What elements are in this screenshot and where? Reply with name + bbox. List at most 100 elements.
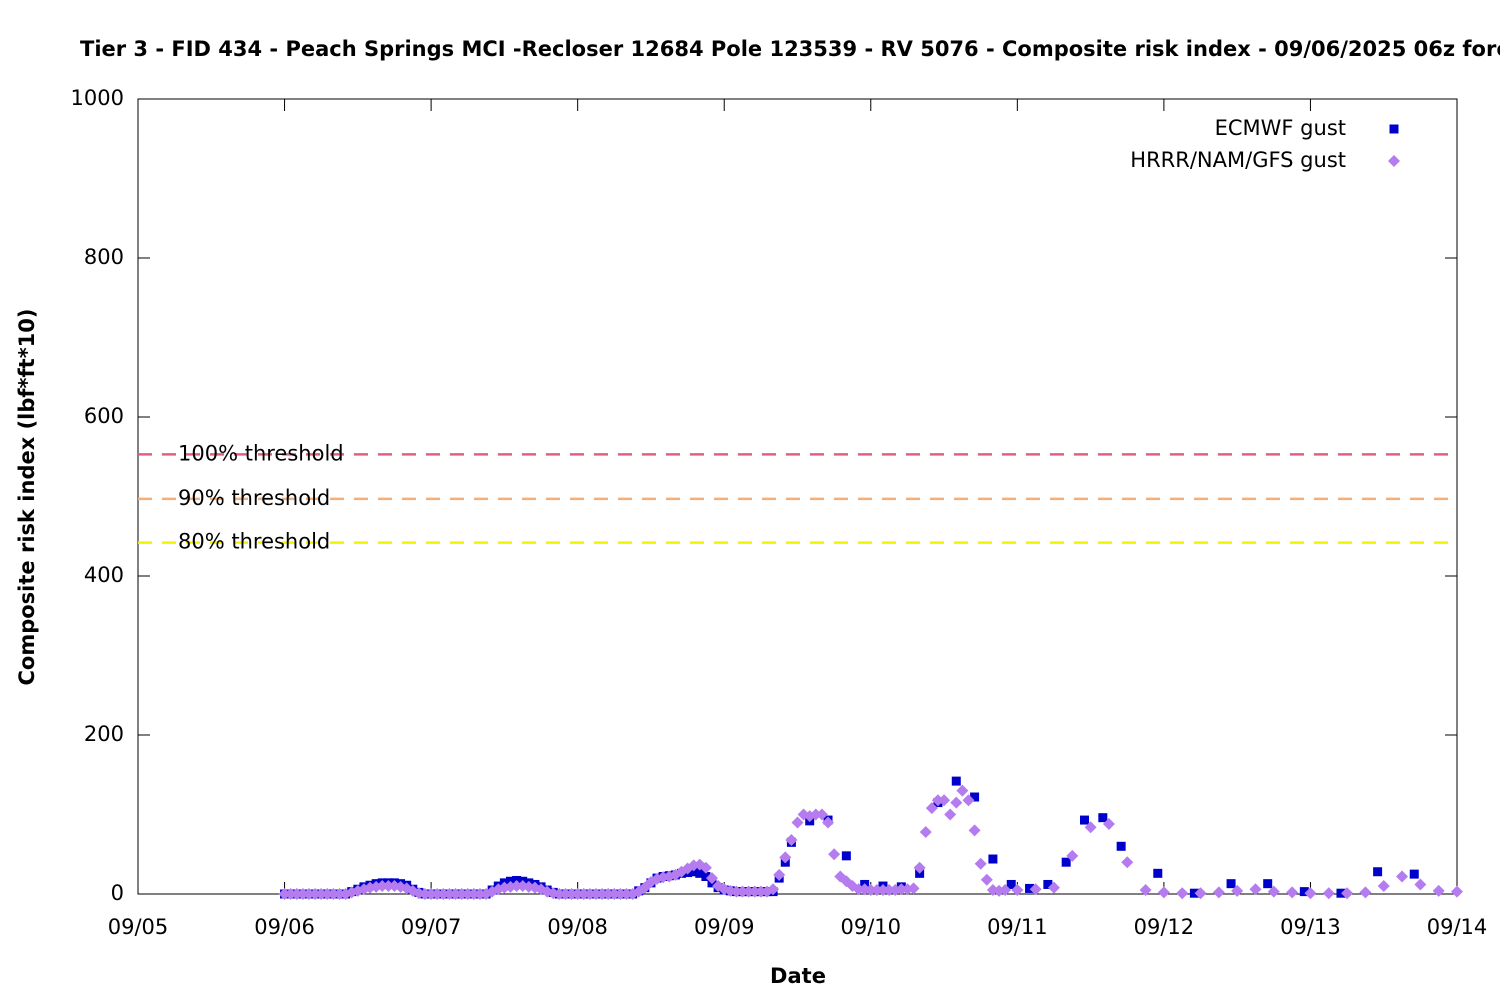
- point: [779, 851, 792, 864]
- point: [841, 851, 851, 861]
- y-tick-label: 400: [84, 563, 124, 587]
- point: [1286, 886, 1299, 899]
- x-tick-label: 09/14: [1427, 915, 1488, 939]
- point: [1098, 813, 1108, 823]
- point: [689, 867, 699, 877]
- point: [302, 888, 315, 900]
- point: [309, 888, 322, 900]
- point: [962, 794, 975, 807]
- point: [327, 888, 340, 900]
- point: [815, 808, 828, 821]
- point: [602, 888, 615, 900]
- point: [876, 884, 889, 897]
- point: [571, 888, 584, 900]
- point: [950, 796, 963, 809]
- point: [754, 885, 767, 898]
- point: [730, 885, 743, 898]
- x-tick-label: 09/08: [547, 915, 608, 939]
- point: [1267, 885, 1280, 898]
- point: [614, 888, 627, 900]
- point: [907, 882, 920, 895]
- point: [565, 888, 578, 900]
- point: [944, 808, 957, 821]
- point: [1066, 849, 1079, 862]
- x-tick-label: 09/12: [1134, 915, 1195, 939]
- x-tick-label: 09/07: [401, 915, 462, 939]
- point: [1226, 879, 1236, 889]
- point: [1451, 885, 1463, 898]
- plot-frame: [137, 98, 1458, 895]
- point: [467, 888, 480, 900]
- x-tick-label: 09/11: [987, 915, 1048, 939]
- point: [382, 880, 395, 893]
- point: [419, 888, 432, 900]
- point: [1011, 884, 1024, 897]
- point: [376, 880, 389, 893]
- point: [828, 848, 841, 861]
- legend-label: ECMWF gust: [1215, 116, 1346, 140]
- y-tick-label: 600: [84, 404, 124, 428]
- point: [431, 888, 444, 900]
- point: [974, 857, 987, 870]
- point: [999, 884, 1012, 897]
- point: [321, 888, 334, 900]
- point: [596, 888, 609, 900]
- y-axis-label: Composite risk index (lbf*ft*10): [15, 308, 39, 685]
- point: [1322, 887, 1335, 900]
- point: [461, 888, 474, 900]
- point: [1299, 887, 1309, 897]
- point: [1047, 881, 1060, 894]
- point: [925, 802, 938, 815]
- y-tick-label: 800: [84, 245, 124, 269]
- y-tick-label: 0: [111, 881, 124, 905]
- point: [589, 888, 602, 900]
- point: [883, 884, 896, 897]
- point: [510, 880, 523, 893]
- point: [473, 888, 486, 900]
- point: [1414, 878, 1427, 891]
- point: [425, 888, 438, 900]
- point: [620, 888, 633, 900]
- point: [791, 816, 804, 829]
- point: [895, 883, 908, 896]
- point: [742, 885, 755, 898]
- point: [767, 883, 780, 896]
- threshold-label: 80% threshold: [178, 530, 330, 554]
- point: [1153, 868, 1163, 878]
- point: [736, 885, 749, 898]
- point: [852, 883, 865, 896]
- y-tick-label: 1000: [71, 86, 124, 110]
- point: [608, 888, 621, 900]
- point: [455, 888, 468, 900]
- point: [913, 861, 926, 874]
- point: [870, 884, 883, 897]
- point: [559, 888, 572, 900]
- x-tick-label: 09/05: [108, 915, 169, 939]
- point: [1102, 818, 1115, 831]
- point: [701, 872, 711, 882]
- chart-title: Tier 3 - FID 434 - Peach Springs MCI -Re…: [80, 37, 1500, 61]
- x-tick-label: 09/13: [1280, 915, 1341, 939]
- point: [290, 888, 303, 900]
- point: [1139, 884, 1152, 897]
- point: [968, 824, 981, 837]
- point: [1409, 869, 1419, 879]
- point: [553, 888, 566, 900]
- x-tick-label: 09/10: [841, 915, 902, 939]
- point: [1006, 879, 1016, 889]
- point: [773, 868, 786, 881]
- point: [1231, 884, 1244, 897]
- point: [1029, 883, 1042, 896]
- point: [1263, 879, 1273, 889]
- point: [1061, 857, 1071, 867]
- point: [296, 888, 309, 900]
- legend-marker: [1388, 155, 1400, 167]
- point: [1080, 815, 1090, 825]
- point: [809, 808, 822, 821]
- point: [577, 888, 590, 900]
- point: [699, 861, 712, 874]
- point: [980, 873, 993, 886]
- point: [1212, 886, 1225, 899]
- point: [706, 872, 719, 885]
